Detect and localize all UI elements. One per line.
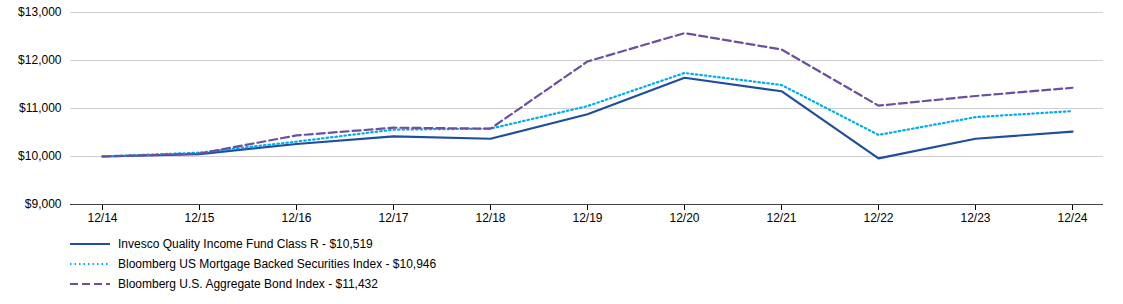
svg-text:12/21: 12/21 (766, 211, 796, 225)
svg-text:12/23: 12/23 (960, 211, 990, 225)
svg-text:12/24: 12/24 (1057, 211, 1087, 225)
svg-text:$10,000: $10,000 (18, 149, 62, 163)
svg-text:$9,000: $9,000 (25, 197, 62, 211)
svg-text:12/16: 12/16 (281, 211, 311, 225)
svg-text:$12,000: $12,000 (18, 53, 62, 67)
svg-text:12/18: 12/18 (475, 211, 505, 225)
svg-text:12/20: 12/20 (669, 211, 699, 225)
svg-text:12/19: 12/19 (572, 211, 602, 225)
html-text:Bloomberg U.S. Aggregate Bond: Bloomberg U.S. Aggregate Bond Index - $1… (118, 277, 378, 291)
html-text:Invesco Quality Income Fund Cl: Invesco Quality Income Fund Class R - $1… (118, 237, 373, 251)
svg-text:12/15: 12/15 (184, 211, 214, 225)
svg-text:$13,000: $13,000 (18, 5, 62, 19)
svg-text:12/14: 12/14 (87, 211, 117, 225)
html-text:Bloomberg US Mortgage Backed S: Bloomberg US Mortgage Backed Securities … (118, 257, 437, 271)
svg-text:12/22: 12/22 (863, 211, 893, 225)
svg-text:$11,000: $11,000 (19, 101, 62, 115)
svg-text:12/17: 12/17 (378, 211, 408, 225)
